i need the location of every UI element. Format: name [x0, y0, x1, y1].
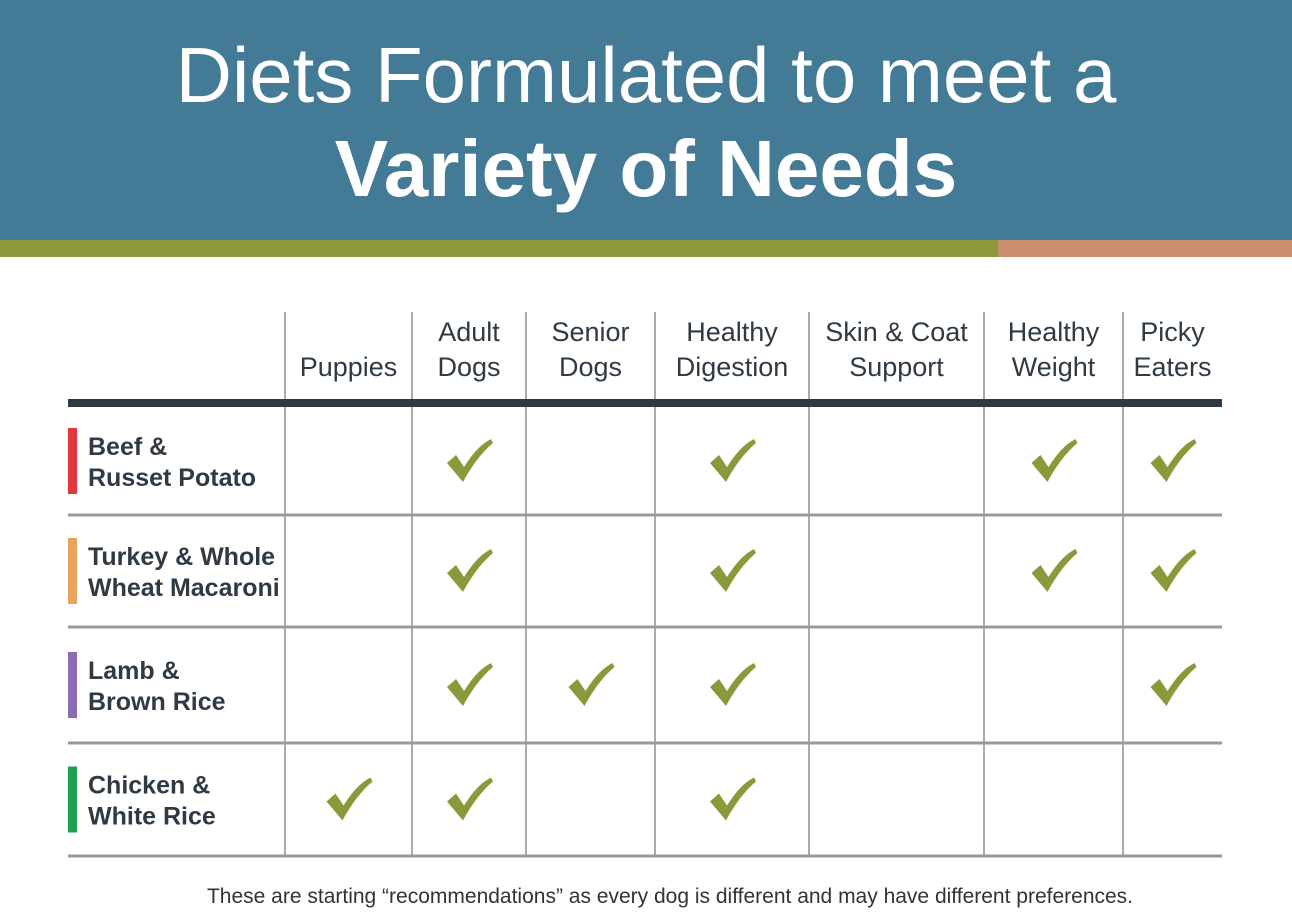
row-color-bar	[68, 766, 77, 833]
header-rule	[68, 399, 1222, 407]
checkmark	[447, 439, 493, 482]
column-header: Healthy	[686, 317, 778, 347]
checkmark	[710, 549, 756, 592]
row-label: Beef &	[88, 433, 167, 461]
row-label: Brown Rice	[88, 688, 226, 716]
column-header: Dogs	[559, 352, 622, 382]
column-header: Eaters	[1133, 352, 1211, 382]
checkmark	[447, 549, 493, 592]
checkmark	[568, 663, 615, 706]
column-header: Puppies	[300, 352, 398, 382]
table: Puppies Adult Dogs Senior Dogs Healthy Digesti…	[68, 312, 1222, 858]
column-header: Picky	[1140, 317, 1205, 347]
column-header: Healthy	[1008, 317, 1100, 347]
checkmark	[447, 777, 493, 821]
checkmark	[1150, 549, 1197, 592]
row-label: Wheat Macaroni	[88, 574, 280, 602]
checkmark	[447, 663, 493, 706]
title-line2: Variety of Needs	[335, 124, 958, 213]
column-header: Skin & Coat	[825, 317, 968, 347]
checkmark	[710, 777, 756, 821]
checkmark	[1031, 549, 1078, 592]
column-header: Support	[849, 352, 944, 382]
header-band	[0, 0, 1292, 240]
row-label: Chicken &	[88, 772, 210, 800]
footer-note: These are starting “recommendations” as …	[207, 885, 1133, 908]
row-label: Turkey & Whole	[88, 543, 275, 571]
checkmark	[710, 663, 756, 706]
row-color-bar	[68, 428, 77, 494]
column-header: Adult	[438, 317, 500, 347]
column-header: Weight	[1012, 352, 1096, 382]
column-header: Dogs	[437, 352, 500, 382]
stripe-tan	[998, 240, 1292, 257]
row-label: White Rice	[88, 803, 216, 831]
checkmark	[1150, 439, 1197, 482]
checkmark	[1150, 663, 1197, 706]
checkmark	[326, 777, 373, 821]
column-header: Digestion	[676, 352, 789, 382]
checkmark	[1031, 439, 1078, 482]
row-label: Lamb &	[88, 657, 180, 685]
row-color-bar	[68, 538, 77, 604]
title-line1: Diets Formulated to meet a	[176, 31, 1117, 119]
checkmark	[710, 439, 756, 482]
row-label: Russet Potato	[88, 464, 256, 492]
row-color-bar	[68, 652, 77, 718]
column-header: Senior	[551, 317, 629, 347]
stripe-green	[0, 240, 998, 257]
